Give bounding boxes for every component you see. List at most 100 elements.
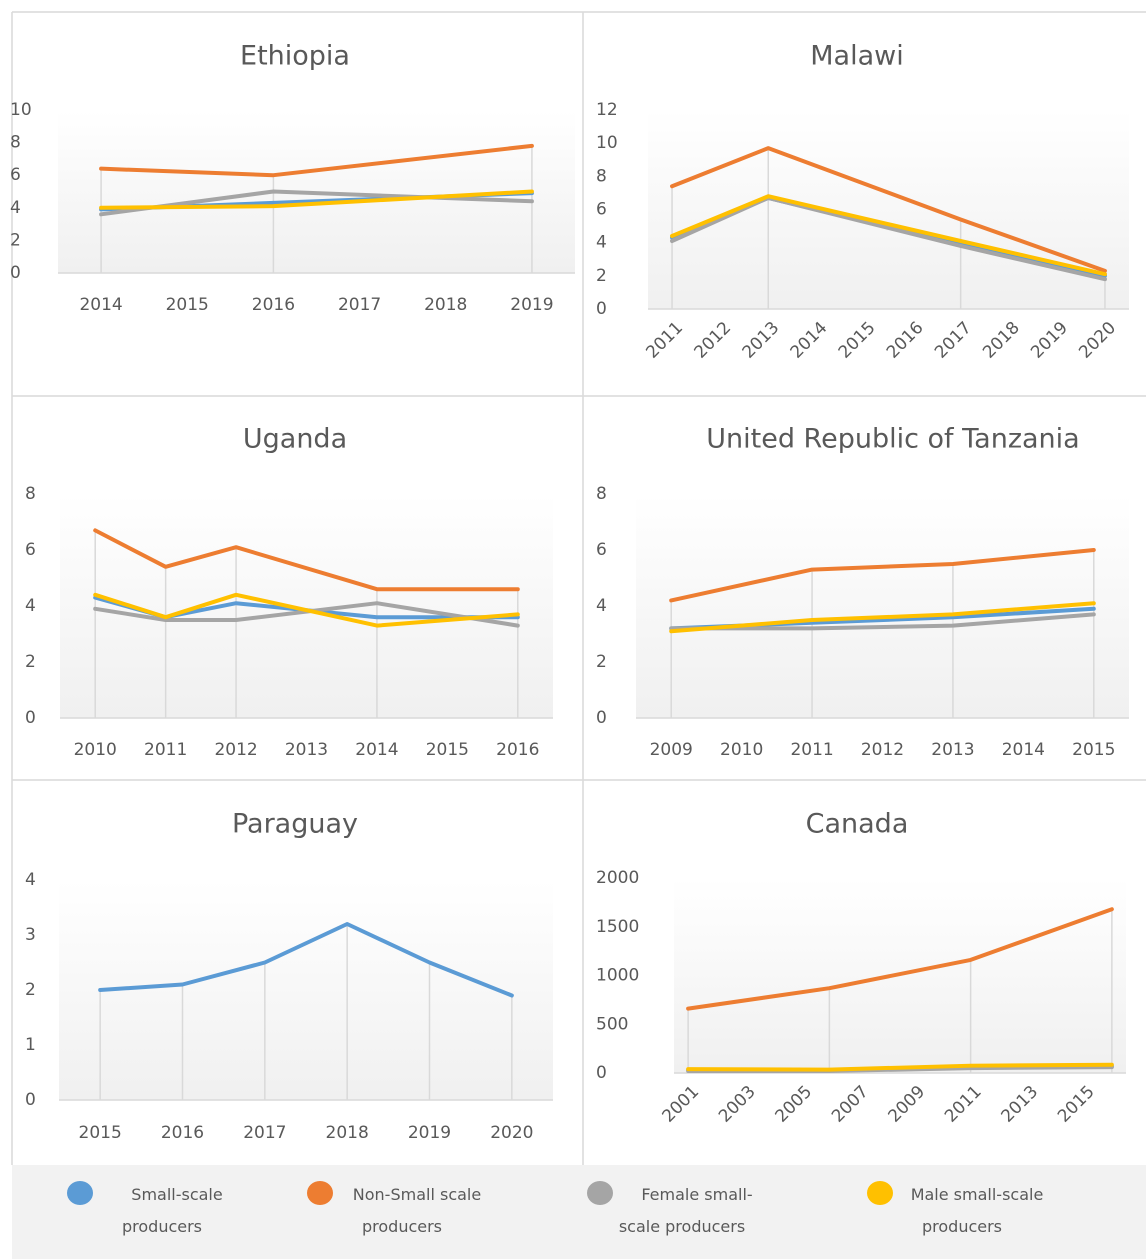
legend-item: Non-Small scale producers	[307, 1179, 497, 1243]
series-line	[686, 1062, 1114, 1072]
plot-area	[648, 110, 1129, 309]
x-tick-label: 2020	[1075, 318, 1120, 363]
x-tick-label: 2013	[931, 740, 974, 760]
x-tick-label: 2019	[1027, 318, 1072, 363]
x-tick-label: 2013	[285, 740, 328, 760]
y-tick-label: 1000	[596, 966, 639, 986]
y-tick-label: 6	[596, 200, 607, 220]
legend-label: Small-scale producers	[121, 1185, 223, 1236]
series-line	[669, 612, 1096, 631]
y-tick-label: 0	[596, 1063, 607, 1083]
series-line	[93, 592, 520, 628]
x-tick-label: 2020	[490, 1123, 533, 1143]
x-tick-label: 2009	[884, 1082, 929, 1127]
legend-swatch	[587, 1181, 613, 1205]
x-tick-label: 2018	[326, 1123, 369, 1143]
x-tick-label: 2013	[997, 1082, 1042, 1127]
x-tick-label: 2011	[144, 740, 187, 760]
x-tick-label: 2015	[1072, 740, 1115, 760]
x-tick-label: 2017	[338, 295, 381, 315]
x-tick-label: 2015	[79, 1123, 122, 1143]
y-tick-label: 0	[25, 708, 36, 728]
y-tick-label: 2	[596, 266, 607, 286]
legend-label: Male small-scale producers	[910, 1185, 1044, 1236]
y-tick-label: 2	[25, 980, 36, 1000]
series-line	[670, 194, 1107, 277]
series-line	[93, 528, 520, 592]
y-tick-label: 500	[596, 1014, 628, 1034]
y-tick-label: 4	[596, 233, 607, 253]
x-tick-label: 2013	[739, 318, 784, 363]
x-tick-label: 2017	[931, 318, 976, 363]
chart-title: Malawi	[810, 41, 903, 72]
y-tick-label: 0	[596, 299, 607, 319]
x-tick-label: 2016	[496, 740, 539, 760]
x-tick-label: 2019	[510, 295, 553, 315]
chart-title: Ethiopia	[240, 41, 350, 72]
y-tick-label: 12	[596, 100, 618, 120]
x-tick-label: 2005	[771, 1082, 816, 1127]
x-tick-label: 2014	[787, 318, 832, 363]
x-tick-label: 2016	[252, 295, 295, 315]
x-tick-label: 2003	[715, 1082, 760, 1127]
x-tick-label: 2014	[1002, 740, 1045, 760]
legend-swatch	[867, 1181, 893, 1205]
y-tick-label: 6	[10, 165, 21, 185]
y-tick-label: 8	[596, 484, 607, 504]
x-tick-label: 2015	[426, 740, 469, 760]
y-tick-label: 0	[10, 263, 21, 283]
y-tick-label: 6	[25, 540, 36, 560]
series-line	[669, 601, 1096, 634]
series-line	[98, 922, 514, 998]
x-tick-label: 2009	[650, 740, 693, 760]
y-tick-label: 0	[25, 1090, 36, 1110]
y-tick-label: 4	[25, 596, 36, 616]
chart-title: Paraguay	[232, 809, 358, 840]
chart-title: Canada	[806, 809, 909, 840]
y-tick-label: 2	[25, 652, 36, 672]
legend: Small-scale producers Non-Small scale pro…	[12, 1165, 1146, 1259]
legend-item: Female small-scale producers	[587, 1179, 777, 1243]
y-tick-label: 4	[25, 870, 36, 890]
x-tick-label: 2007	[828, 1082, 873, 1127]
y-tick-label: 0	[596, 708, 607, 728]
legend-label: Female small-scale producers	[618, 1185, 753, 1236]
x-tick-label: 2015	[166, 295, 209, 315]
x-tick-label: 2012	[214, 740, 257, 760]
x-tick-label: 2014	[79, 295, 122, 315]
x-tick-label: 2015	[1054, 1082, 1099, 1127]
legend-swatch	[67, 1181, 93, 1205]
y-tick-label: 3	[25, 925, 36, 945]
chart-title: United Republic of Tanzania	[706, 424, 1079, 455]
panel-borders	[11, 11, 1146, 1165]
y-tick-label: 6	[596, 540, 607, 560]
y-tick-label: 8	[10, 133, 21, 153]
series-line	[93, 601, 520, 628]
legend-label: Non-Small scale producers	[352, 1185, 482, 1236]
series-line	[669, 548, 1096, 603]
legend-item: Small-scale producers	[67, 1179, 257, 1243]
y-tick-label: 2	[596, 652, 607, 672]
series-line	[670, 146, 1107, 273]
y-tick-label: 2	[10, 230, 21, 250]
y-tick-label: 8	[25, 484, 36, 504]
y-tick-label: 10	[596, 133, 618, 153]
y-tick-label: 1500	[596, 917, 639, 937]
x-tick-label: 2010	[74, 740, 117, 760]
series-line	[99, 143, 534, 178]
x-tick-label: 2010	[720, 740, 763, 760]
series-line	[686, 907, 1114, 1011]
chart-title: Uganda	[243, 424, 347, 455]
y-tick-label: 4	[10, 198, 21, 218]
y-tick-label: 2000	[596, 868, 639, 888]
x-tick-label: 2014	[355, 740, 398, 760]
legend-item: Male small-scale producers	[867, 1179, 1057, 1243]
x-tick-label: 2016	[161, 1123, 204, 1143]
x-tick-label: 2012	[861, 740, 904, 760]
x-tick-label: 2018	[979, 318, 1024, 363]
x-tick-label: 2001	[658, 1082, 703, 1127]
plot-area	[59, 880, 553, 1100]
x-tick-label: 2016	[883, 318, 928, 363]
legend-swatch	[307, 1181, 333, 1205]
